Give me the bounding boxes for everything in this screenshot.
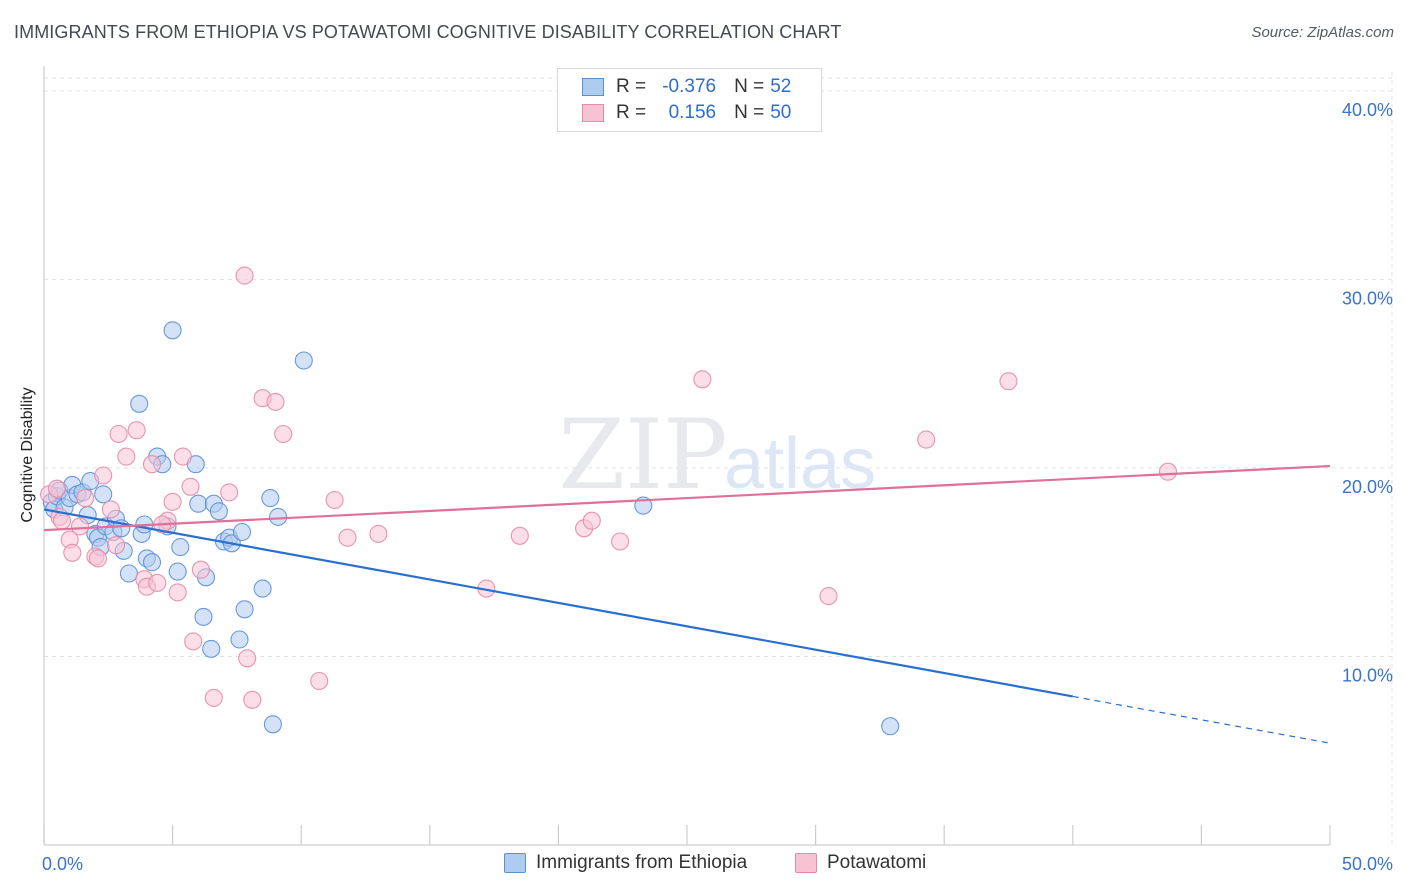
ethiopia-point <box>294 351 313 370</box>
potawatomi-point <box>70 517 90 536</box>
chart-title: IMMIGRANTS FROM ETHIOPIA VS POTAWATOMI C… <box>14 22 842 42</box>
x-tick-label: 0.0% <box>42 854 83 874</box>
watermark-zip: ZIP <box>558 399 727 511</box>
potawatomi-point <box>235 266 254 285</box>
potawatomi-point <box>999 372 1018 391</box>
potawatomi-point <box>266 392 285 411</box>
ethiopia-point <box>232 522 252 542</box>
potawatomi-point <box>693 370 712 389</box>
ethiopia-point <box>202 639 221 658</box>
ethiopia-point <box>189 494 208 513</box>
legend-r-value: -0.376 <box>662 76 717 97</box>
potawatomi-point <box>243 690 262 709</box>
trend-line-ethiopia <box>43 508 1073 698</box>
potawatomi-point <box>168 583 187 602</box>
trend-line-ethiopia-extrapolated <box>1072 695 1331 744</box>
legend-label-ethiopia: Immigrants from Ethiopia <box>536 852 748 873</box>
x-tick-labels: 0.0% 50.0% <box>42 854 1393 874</box>
legend-r-label: R = <box>616 76 647 97</box>
ethiopia-point <box>130 394 149 413</box>
potawatomi-point <box>582 511 601 530</box>
ethiopia-point <box>171 538 190 557</box>
potawatomi-point <box>47 479 66 498</box>
trend-line-potawatomi <box>43 464 1331 532</box>
legend-n-value: 50 <box>770 102 792 123</box>
ethiopia-point <box>235 600 254 619</box>
legend-n-value: 52 <box>770 76 792 97</box>
series-potawatomi-points <box>40 266 1178 709</box>
potawatomi-point <box>148 573 167 592</box>
potawatomi-point <box>510 526 529 545</box>
ethiopia-point <box>119 564 138 583</box>
y-tick-label: 20.0% <box>1342 477 1393 497</box>
potawatomi-point <box>238 649 257 668</box>
ethiopia-point <box>209 502 228 521</box>
ethiopia-point <box>269 507 288 526</box>
y-tick-label: 10.0% <box>1342 665 1393 685</box>
axes <box>43 66 1331 846</box>
legend-item-ethiopia: Immigrants from Ethiopia <box>504 852 747 874</box>
y-tick-labels: 10.0% 20.0% 30.0% 40.0% <box>1342 100 1393 686</box>
ethiopia-point <box>230 630 249 649</box>
y-tick-label: 30.0% <box>1342 288 1393 308</box>
y-tick-label: 40.0% <box>1342 100 1393 120</box>
ethiopia-point <box>142 553 162 572</box>
ethiopia-point <box>194 607 213 626</box>
potawatomi-point <box>611 532 630 551</box>
potawatomi-point <box>94 466 113 485</box>
x-tick-label: 50.0% <box>1342 854 1393 874</box>
series-legend: Immigrants from Ethiopia Potawatomi <box>0 852 1406 878</box>
potawatomi-point <box>819 587 838 606</box>
legend-n-label: N = <box>734 102 765 123</box>
legend-item-potawatomi: Potawatomi <box>795 852 926 874</box>
ethiopia-point <box>263 715 282 734</box>
potawatomi-point <box>204 688 223 707</box>
potawatomi-point <box>310 671 329 691</box>
potawatomi-point <box>88 549 108 568</box>
potawatomi-point <box>184 632 203 651</box>
ethiopia-point <box>261 489 280 508</box>
potawatomi-point <box>109 424 128 444</box>
potawatomi-point <box>106 536 126 555</box>
potawatomi-point <box>917 430 936 449</box>
legend-row-potawatomi: R = 0.156 N = 50 <box>582 101 800 125</box>
legend-swatch-blue <box>504 853 526 873</box>
legend-swatch-pink <box>582 104 604 122</box>
watermark: ZIP atlas <box>558 399 876 511</box>
ethiopia-point <box>253 579 272 598</box>
ethiopia-point <box>881 717 900 736</box>
legend-swatch-pink <box>795 853 817 873</box>
potawatomi-point <box>181 477 200 496</box>
potawatomi-point <box>63 543 82 562</box>
potawatomi-point <box>127 421 146 440</box>
potawatomi-point <box>191 560 210 579</box>
ethiopia-point <box>163 321 182 340</box>
potawatomi-point <box>1158 462 1178 481</box>
ethiopia-point <box>94 485 113 504</box>
potawatomi-point <box>173 447 192 466</box>
potawatomi-point <box>325 490 344 510</box>
trend-lines <box>43 464 1331 744</box>
source-label: Source: ZipAtlas.com <box>1251 24 1394 41</box>
legend-row-ethiopia: R = -0.376 N = 52 <box>582 75 800 99</box>
potawatomi-point <box>142 455 162 474</box>
potawatomi-point <box>101 500 120 519</box>
potawatomi-point <box>117 447 136 466</box>
legend-n-label: N = <box>734 76 765 97</box>
potawatomi-point <box>76 489 95 508</box>
legend-swatch-blue <box>582 78 604 96</box>
potawatomi-point <box>338 528 357 547</box>
potawatomi-point <box>274 424 293 444</box>
ethiopia-point <box>168 562 187 581</box>
potawatomi-point <box>369 524 388 543</box>
legend-r-label: R = <box>616 102 647 123</box>
legend-r-value: 0.156 <box>668 102 717 123</box>
series-ethiopia-points <box>42 321 900 736</box>
potawatomi-point <box>163 492 182 511</box>
stats-legend: R = -0.376 N = 52 R = 0.156 N = 50 <box>557 68 822 132</box>
potawatomi-point <box>220 483 239 502</box>
legend-label-potawatomi: Potawatomi <box>827 852 927 873</box>
